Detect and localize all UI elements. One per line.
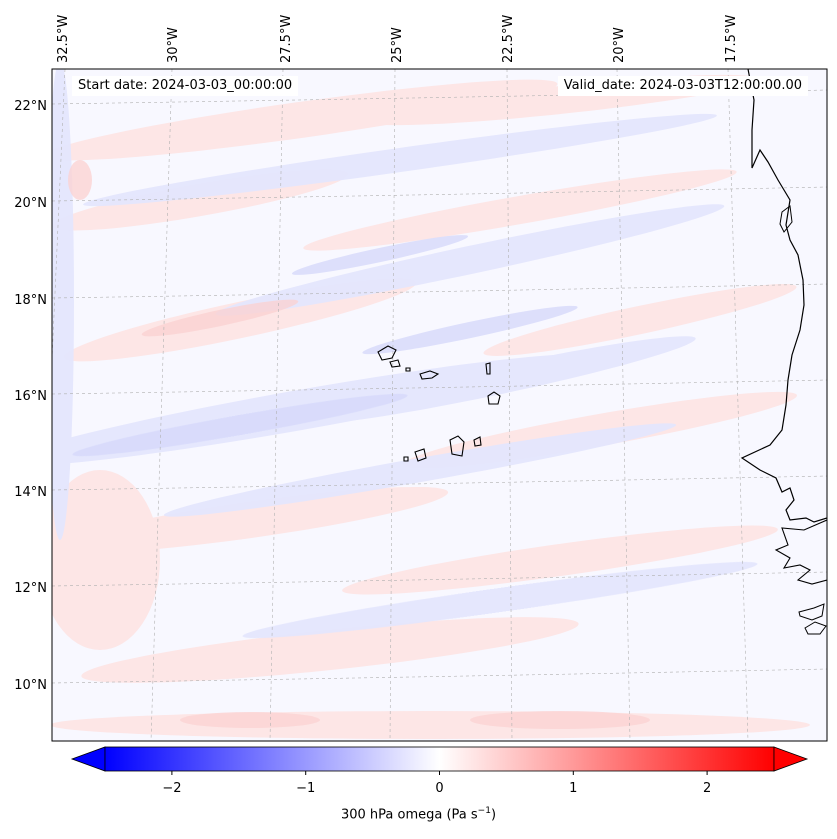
colorbar-extend-min (70, 746, 106, 772)
lon-tick-label: 25°W (390, 27, 405, 63)
lon-tick-labels: 32.5°W 30°W 27.5°W 25°W 22.5°W 20°W 17.5… (56, 15, 739, 63)
lon-tick-label: 27.5°W (279, 15, 294, 63)
colorbar-extend-max (773, 746, 809, 772)
lat-tick-label: 10°N (14, 678, 47, 693)
start-date-label: Start date: 2024-03-03_00:00:00 (72, 76, 299, 96)
gridlines (52, 69, 827, 741)
colorbar-tick-label: 1 (569, 781, 577, 796)
lon-tick-label: 17.5°W (724, 15, 739, 63)
valid-date-label: Valid_date: 2024-03-03T12:00:00.00 (557, 76, 808, 96)
colorbar-tick-label: −1 (296, 781, 315, 796)
omega-field (52, 69, 827, 741)
lat-tick-label: 20°N (14, 196, 47, 211)
colorbar-label: 300 hPa omega (Pa s−1) (0, 806, 837, 822)
colorbar-tick-label: 2 (703, 781, 711, 796)
colorbar-tick-label: −2 (162, 781, 181, 796)
colorbar-label-sup: −1 (477, 806, 491, 816)
cape-verde-islands (377, 345, 501, 462)
lat-tick-label: 12°N (14, 581, 47, 596)
africa-coastline (740, 69, 827, 523)
colorbar-tick-label: 0 (435, 781, 443, 796)
lon-tick-label: 30°W (166, 27, 181, 63)
lat-tick-labels: 22°N 20°N 18°N 16°N 14°N 12°N 10°N (14, 99, 47, 693)
colorbar-label-end: ) (490, 807, 497, 823)
colorbar: −2 −1 0 1 2 (70, 746, 809, 796)
lat-tick-label: 22°N (14, 99, 47, 114)
colorbar-label-main: 300 hPa omega (Pa s (340, 807, 478, 823)
colorbar-bar (104, 746, 775, 772)
lat-tick-label: 18°N (14, 293, 47, 308)
map-frame (51, 68, 828, 742)
lat-tick-label: 16°N (14, 389, 47, 404)
lon-tick-label: 20°W (612, 27, 627, 63)
lat-tick-label: 14°N (14, 485, 47, 500)
lon-tick-label: 32.5°W (56, 15, 71, 63)
lon-tick-label: 22.5°W (501, 15, 516, 63)
